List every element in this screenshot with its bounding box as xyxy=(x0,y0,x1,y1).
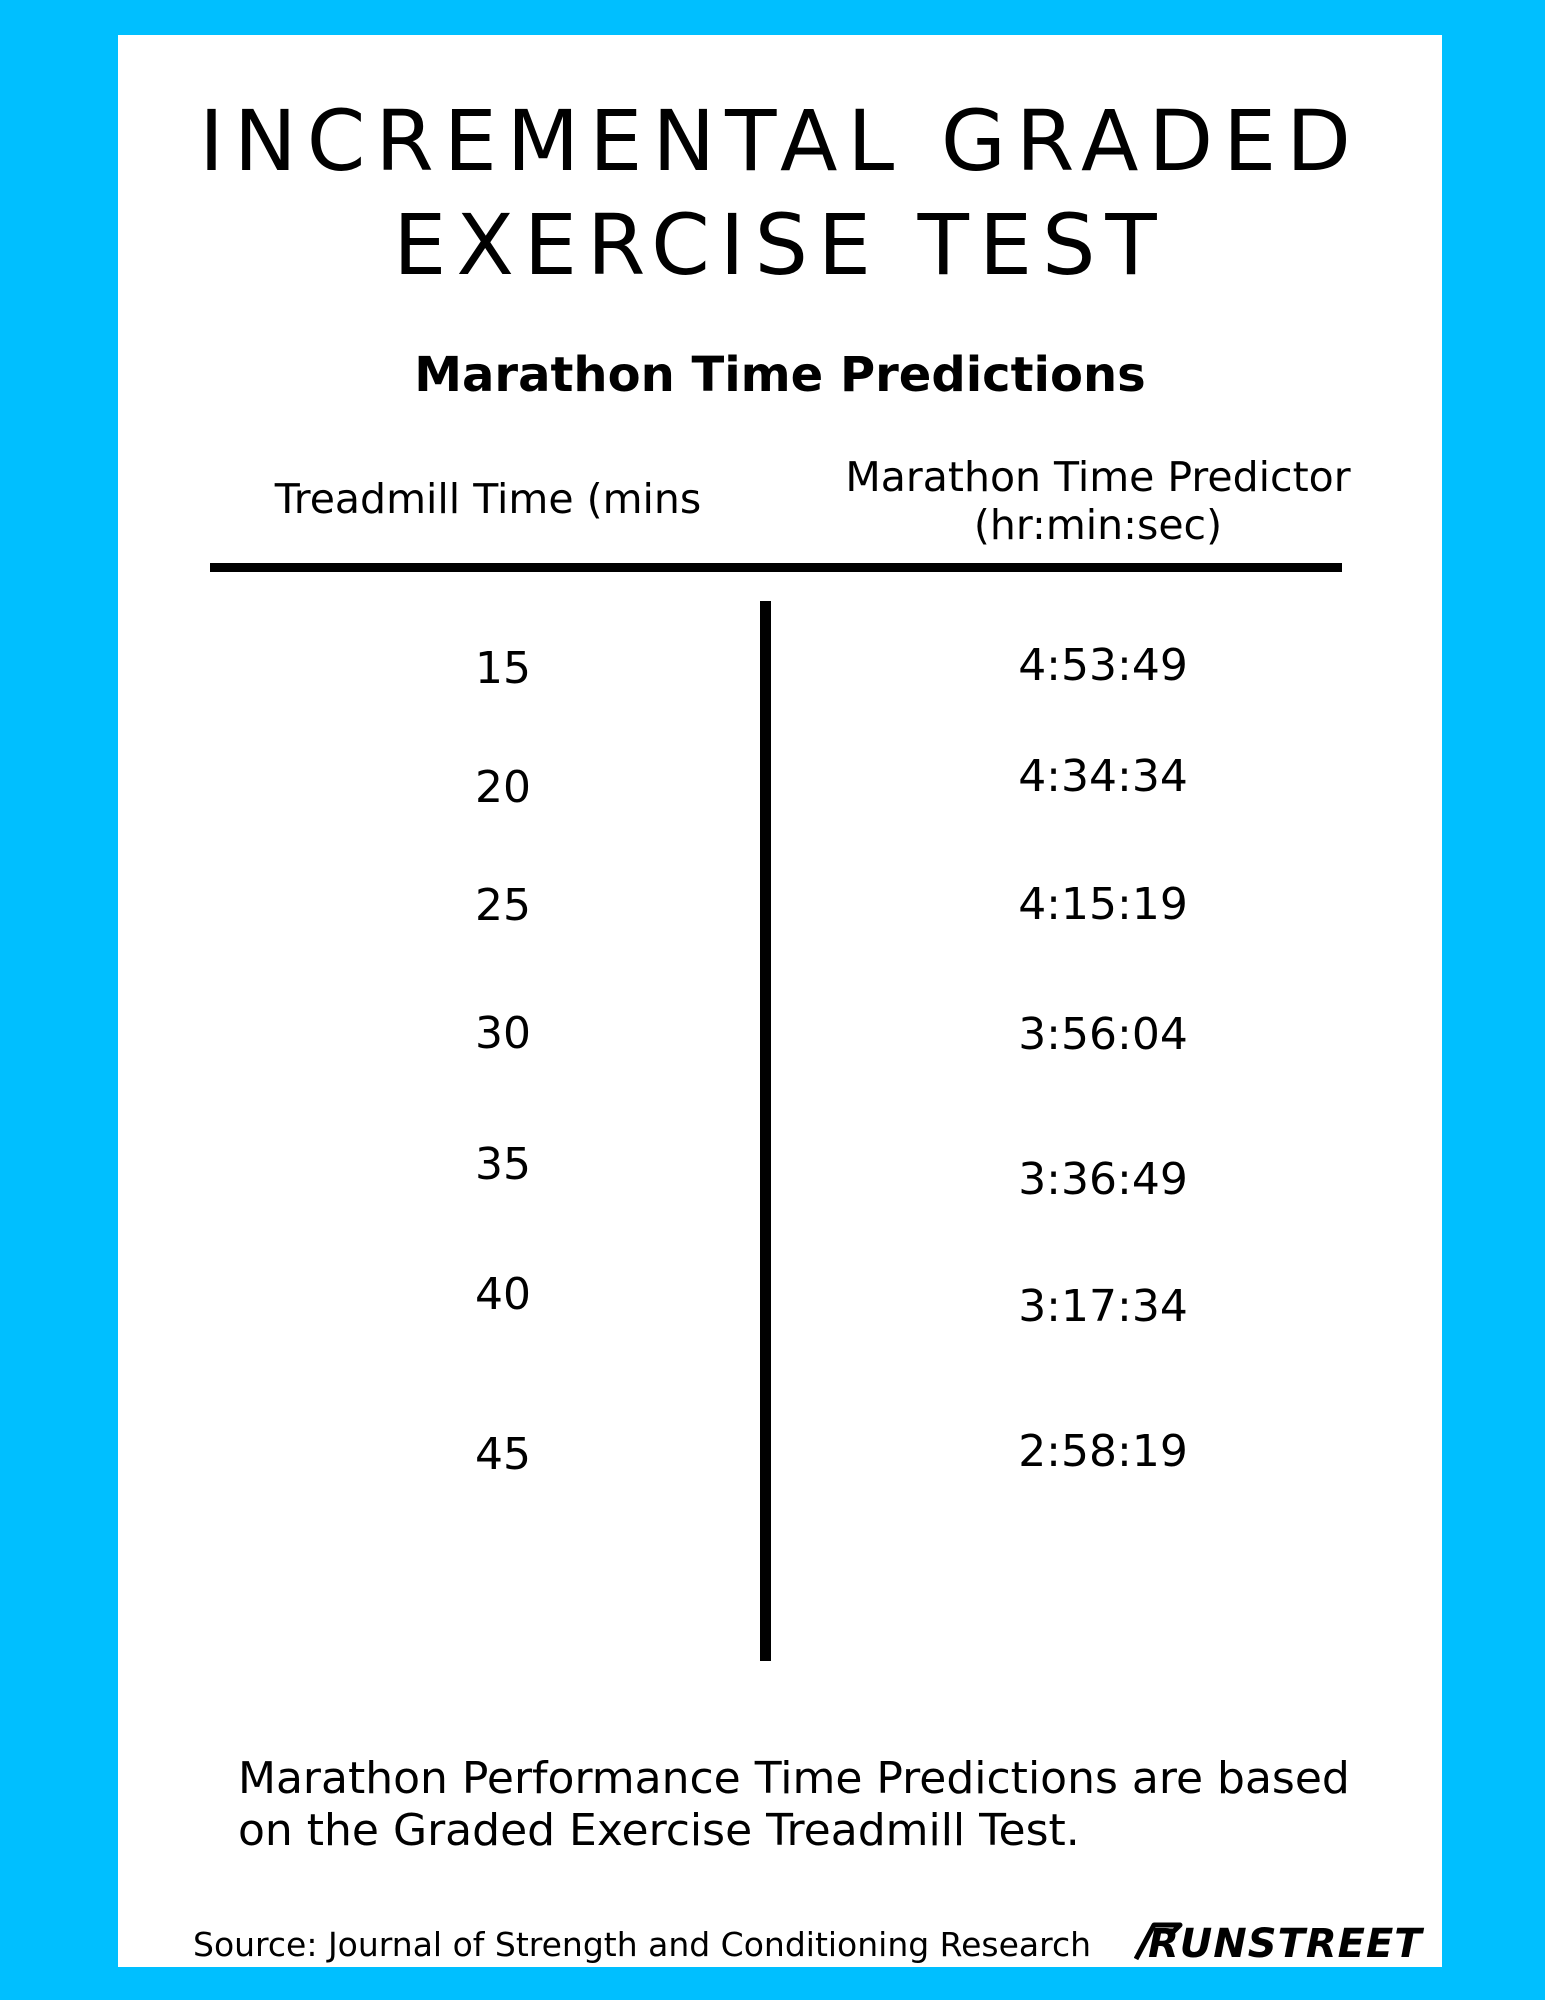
marathon-predictor-header: Marathon Time Predictor (hr:min:sec) xyxy=(768,453,1428,549)
row-6-time: 3:17:34 xyxy=(1018,1281,1188,1332)
runstreet-logo-text: RUNSTREET xyxy=(1148,1921,1424,1965)
row-1-time: 4:53:49 xyxy=(1018,640,1188,691)
row-4-time: 3:56:04 xyxy=(1018,1009,1188,1060)
title-line-1: INCREMENTAL GRADED xyxy=(199,92,1361,190)
footnote-line-2: on the Graded Exercise Treadmill Test. xyxy=(238,1805,1080,1856)
title-line-2: EXERCISE TEST xyxy=(393,196,1167,294)
row-2-time: 4:34:34 xyxy=(1018,751,1188,802)
infographic-card: INCREMENTAL GRADED EXERCISE TEST Maratho… xyxy=(118,35,1442,1967)
row-3-time: 4:15:19 xyxy=(1018,879,1188,930)
header-rule xyxy=(210,563,1342,572)
source-citation: Source: Journal of Strength and Conditio… xyxy=(193,1925,1092,1964)
row-5-time: 3:36:49 xyxy=(1018,1154,1188,1205)
row-1-minutes: 15 xyxy=(475,643,531,694)
row-4-minutes: 30 xyxy=(475,1008,531,1059)
footnote: Marathon Performance Time Predictions ar… xyxy=(238,1753,1378,1857)
footnote-line-1: Marathon Performance Time Predictions ar… xyxy=(238,1753,1350,1804)
marathon-predictor-header-line-2: (hr:min:sec) xyxy=(973,501,1223,549)
runstreet-logo: RUNSTREET xyxy=(1134,1921,1424,1965)
marathon-predictor-header-line-1: Marathon Time Predictor xyxy=(845,453,1351,501)
row-7-minutes: 45 xyxy=(475,1429,531,1480)
row-7-time: 2:58:19 xyxy=(1018,1426,1188,1477)
row-2-minutes: 20 xyxy=(475,762,531,813)
column-divider xyxy=(760,601,771,1661)
row-3-minutes: 25 xyxy=(475,880,531,931)
subtitle: Marathon Time Predictions xyxy=(414,347,1146,403)
treadmill-time-header: Treadmill Time (mins xyxy=(274,475,702,523)
row-5-minutes: 35 xyxy=(475,1139,531,1190)
row-6-minutes: 40 xyxy=(475,1269,531,1320)
